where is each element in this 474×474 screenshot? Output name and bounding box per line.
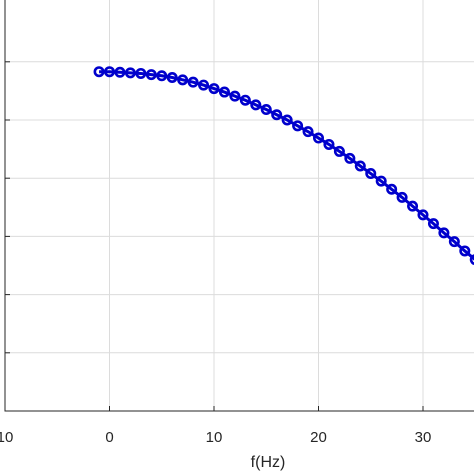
series xyxy=(93,66,474,266)
x-tick-label: 0 xyxy=(105,429,113,446)
data-point xyxy=(427,218,439,230)
data-point xyxy=(344,152,356,164)
data-point xyxy=(281,114,293,126)
data-point xyxy=(333,145,345,157)
data-point xyxy=(407,200,419,212)
data-point xyxy=(312,132,324,144)
data-point xyxy=(271,109,283,121)
data-point xyxy=(365,168,377,180)
x-tick-labels: 10 0 10 20 30 xyxy=(0,429,431,446)
data-point xyxy=(292,120,304,132)
x-tick-label: 30 xyxy=(415,429,432,446)
series-line xyxy=(99,70,474,261)
data-point xyxy=(302,126,314,138)
data-point xyxy=(198,79,210,91)
data-point xyxy=(93,66,105,78)
data-point xyxy=(135,67,147,79)
data-point xyxy=(386,183,398,195)
x-tick-label: 20 xyxy=(310,429,327,446)
data-point xyxy=(114,66,126,78)
data-point xyxy=(375,175,387,187)
data-point xyxy=(417,209,429,221)
data-point xyxy=(323,138,335,150)
data-point xyxy=(250,99,262,111)
data-point xyxy=(448,236,460,248)
data-point xyxy=(145,69,157,81)
grid xyxy=(5,0,474,411)
x-tick-label: 10 xyxy=(0,429,13,446)
data-point xyxy=(469,254,474,266)
data-point xyxy=(104,66,116,78)
data-point xyxy=(229,90,241,102)
data-point xyxy=(124,67,136,79)
data-point xyxy=(166,72,178,84)
data-point xyxy=(396,191,408,203)
data-point xyxy=(260,104,272,116)
data-point xyxy=(438,227,450,239)
data-point xyxy=(218,86,230,98)
data-point xyxy=(459,245,471,257)
x-tick-label: 10 xyxy=(206,429,223,446)
data-point xyxy=(208,83,220,95)
x-axis-label: f(Hz) xyxy=(251,454,286,471)
data-point xyxy=(354,160,366,172)
data-point xyxy=(156,70,168,82)
tick-marks xyxy=(4,61,424,411)
data-point xyxy=(187,76,199,88)
data-point xyxy=(239,94,251,106)
data-point xyxy=(177,74,189,86)
